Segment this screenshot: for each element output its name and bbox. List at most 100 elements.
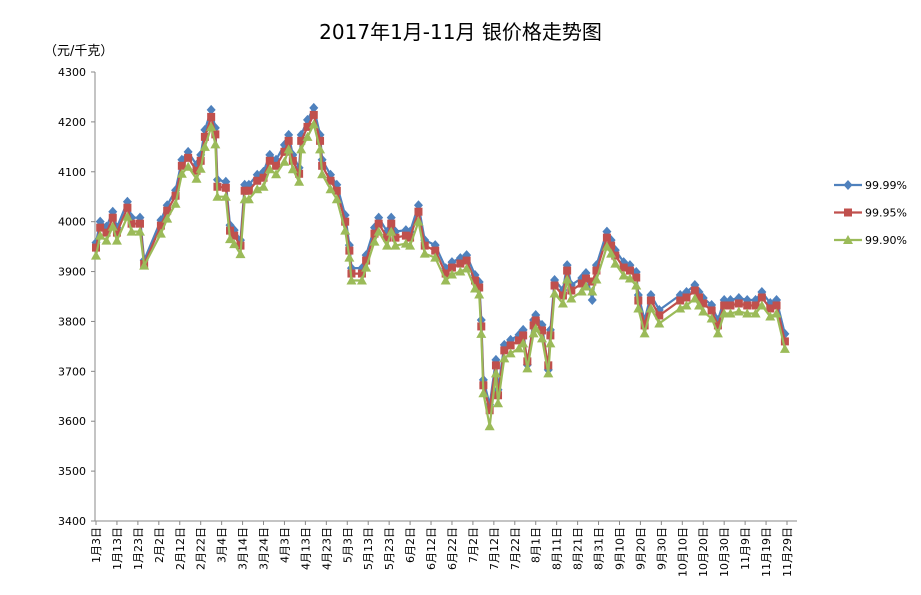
data-point [155,228,166,238]
data-point [206,121,217,131]
data-point [294,176,305,186]
data-point [675,303,686,313]
x-tick-label: 2月12日 [174,527,187,570]
data-point [549,288,560,298]
data-point [332,186,341,195]
data-point [772,301,781,310]
data-point [712,328,723,338]
data-point [522,363,533,373]
data-point [230,231,239,240]
data-point [315,144,326,154]
data-point [346,275,357,285]
data-point [725,308,736,318]
x-tick-label: 10月10日 [676,527,689,577]
data-point [490,368,501,378]
data-point [528,328,539,338]
data-point [279,156,290,166]
data-point [654,318,665,328]
legend-label: 99.90% [865,234,907,247]
data-point [681,300,692,310]
data-point [325,184,336,194]
data-point [123,203,132,212]
chart-title: 2017年1月-11月 银价格走势图 [319,20,602,44]
x-tick-label: 6月2日 [404,527,417,563]
y-tick-label: 3600 [58,415,86,428]
data-point [112,228,121,237]
x-tick-label: 4月13日 [299,527,312,570]
data-point [441,269,450,278]
data-point [259,173,268,182]
data-point [771,308,782,318]
data-point [531,316,540,325]
data-point [456,259,465,268]
y-tick-label: 4300 [58,66,86,79]
data-point [210,139,221,149]
data-point [545,338,556,348]
x-tick-label: 4月23日 [320,527,333,570]
data-point [694,300,705,310]
x-tick-label: 8月21日 [572,527,585,570]
data-point [461,263,472,273]
data-point [176,168,187,178]
data-point [695,293,704,302]
data-point [619,263,628,272]
data-point [743,301,752,310]
data-point [369,236,380,246]
data-point [566,293,577,303]
data-point [391,233,400,242]
data-point [316,136,325,145]
data-point [713,321,722,330]
data-point [690,286,699,295]
data-point [430,252,441,262]
data-point [780,337,789,346]
data-point [484,421,495,431]
x-tick-label: 6月12日 [425,527,438,570]
data-point [631,280,642,290]
data-point [156,221,165,230]
y-tick-label: 3700 [58,365,86,378]
data-point [414,207,423,216]
data-point [340,225,351,235]
data-point [706,313,717,323]
data-point [518,338,529,348]
legend-label: 99.95% [865,207,907,220]
data-point [567,286,576,295]
data-point [587,286,598,296]
data-point [447,263,456,272]
data-point [101,235,112,245]
data-point [587,294,597,305]
data-point [563,266,572,275]
data-point [308,119,319,129]
data-point [543,368,554,378]
data-point [682,293,691,302]
data-point [655,311,664,320]
data-point [756,300,767,310]
data-point [199,141,210,151]
x-tick-label: 1月13日 [111,527,124,570]
x-tick-label: 10月30日 [718,527,731,577]
data-point [591,274,602,284]
data-point [757,293,766,302]
data-point [455,266,466,276]
data-point [303,122,312,131]
data-point [499,353,510,363]
data-point [373,226,384,236]
data-point [530,323,541,333]
x-tick-label: 8月1日 [530,527,543,563]
data-point [611,251,620,260]
data-point [244,186,253,195]
x-tick-label: 9月10日 [613,527,626,570]
y-tick-label: 3500 [58,465,86,478]
data-point [235,249,246,259]
data-point [514,336,523,345]
data-point [134,226,145,236]
x-tick-label: 11月9日 [739,527,752,570]
data-point [462,256,471,265]
y-tick-label: 3800 [58,315,86,328]
data-point [406,233,415,242]
legend-marker [843,180,853,190]
data-point [196,156,205,165]
data-point [108,213,117,222]
x-tick-label: 1月23日 [132,527,145,570]
